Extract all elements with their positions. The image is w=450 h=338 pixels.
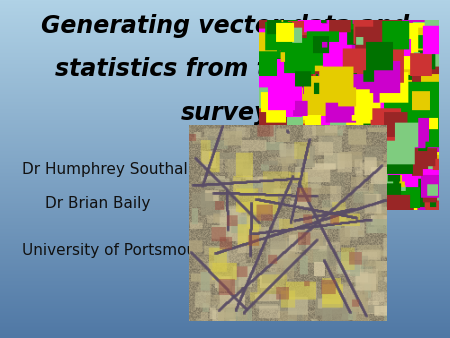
Text: survey: survey — [180, 101, 270, 125]
Text: Dr Humphrey Southall &: Dr Humphrey Southall & — [22, 162, 209, 177]
Text: Generating vector data and: Generating vector data and — [41, 14, 409, 38]
Text: Dr Brian Baily: Dr Brian Baily — [45, 196, 150, 211]
Text: statistics from the Stamp: statistics from the Stamp — [55, 57, 395, 81]
Text: University of Portsmouth: University of Portsmouth — [22, 243, 212, 258]
